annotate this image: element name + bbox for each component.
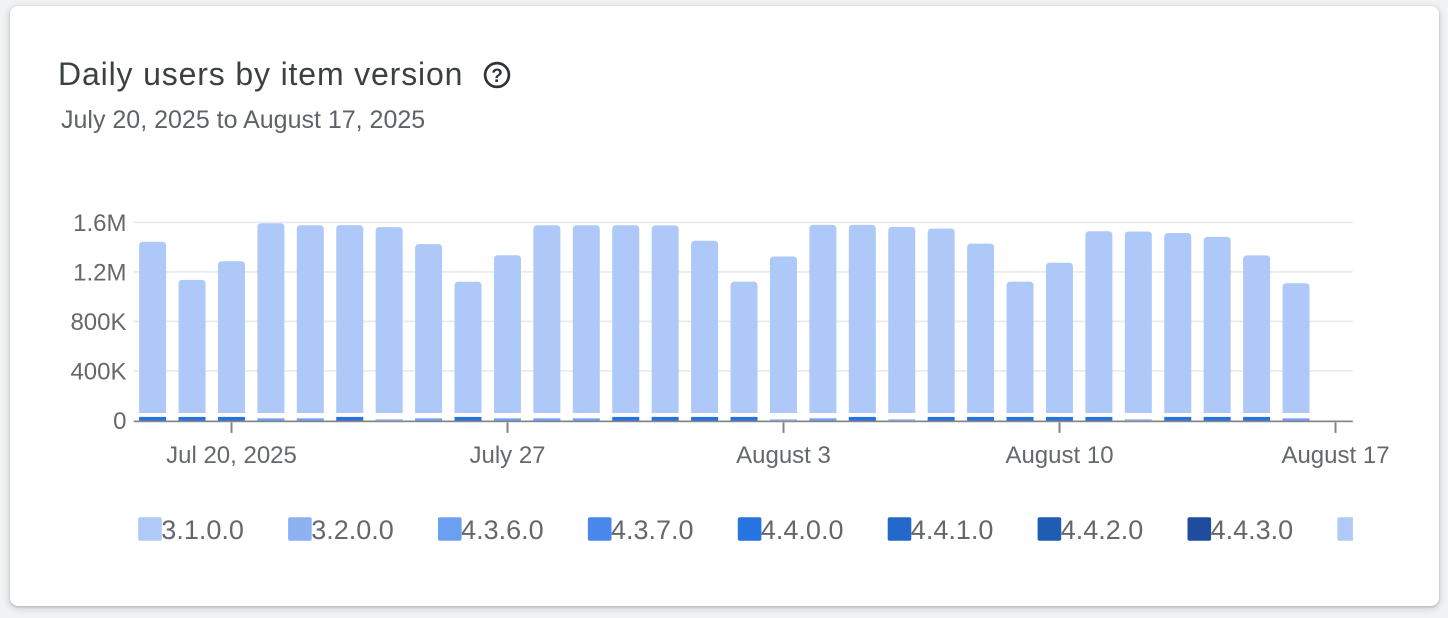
svg-text:4.3.7.0: 4.3.7.0	[611, 515, 694, 545]
svg-text:4.4.1.0: 4.4.1.0	[911, 515, 994, 545]
svg-text:3.1.0.0: 3.1.0.0	[161, 515, 244, 545]
svg-text:400K: 400K	[70, 358, 126, 385]
svg-text:1.2M: 1.2M	[73, 259, 126, 286]
svg-text:?: ?	[491, 66, 503, 87]
svg-text:August 17: August 17	[1281, 442, 1389, 469]
svg-text:1.6M: 1.6M	[73, 210, 126, 237]
svg-text:800K: 800K	[70, 309, 126, 336]
svg-text:Jul 20, 2025: Jul 20, 2025	[166, 442, 297, 469]
svg-text:4.4.3.0: 4.4.3.0	[1211, 515, 1294, 545]
svg-text:4.4.0.0: 4.4.0.0	[761, 515, 844, 545]
svg-text:August 3: August 3	[736, 442, 831, 469]
svg-text:August 10: August 10	[1005, 442, 1113, 469]
svg-text:4.3.6.0: 4.3.6.0	[461, 515, 544, 545]
svg-text:3.2.0.0: 3.2.0.0	[311, 515, 394, 545]
svg-text:July 27: July 27	[469, 442, 545, 469]
svg-text:4.4.2.0: 4.4.2.0	[1061, 515, 1144, 545]
svg-text:0: 0	[113, 408, 126, 435]
